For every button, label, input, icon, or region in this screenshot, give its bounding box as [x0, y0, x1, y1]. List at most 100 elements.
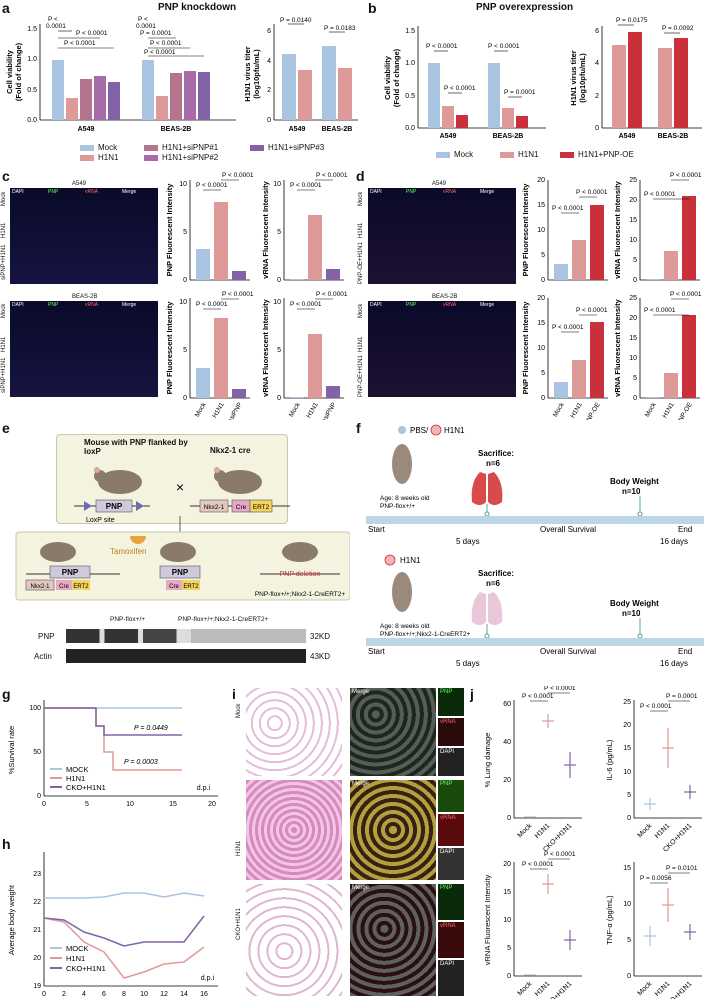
svg-text:d.p.i: d.p.i [201, 975, 215, 982]
svg-text:0: 0 [507, 973, 511, 980]
svg-text:15: 15 [537, 320, 545, 327]
svg-text:Sacrifice:: Sacrifice: [478, 569, 514, 578]
svg-text:0: 0 [183, 277, 187, 284]
svg-text:0.5: 0.5 [405, 93, 415, 100]
svg-text:P < 0.0001: P < 0.0001 [670, 172, 702, 179]
svg-text:H1N1: H1N1 [534, 980, 552, 998]
panel-label-a: a [2, 0, 10, 16]
tamoxifen-icon [130, 536, 146, 544]
svg-text:0.0: 0.0 [405, 125, 415, 132]
svg-text:P = 0.0056: P = 0.0056 [640, 875, 672, 882]
fluor-mock [350, 688, 436, 776]
panel-a-title: PNP knockdown [158, 2, 237, 13]
svg-text:0.0001: 0.0001 [136, 23, 156, 30]
svg-text:0: 0 [633, 395, 637, 402]
e-mouse1-label: Mouse with PNP flanked by loxP [84, 438, 188, 456]
svg-text:20: 20 [503, 777, 511, 784]
svg-text:5: 5 [633, 375, 637, 382]
svg-text:5: 5 [85, 801, 89, 808]
svg-text:P = 0.0001: P = 0.0001 [504, 89, 536, 96]
svg-text:ERT2: ERT2 [73, 584, 89, 590]
pvalues: P <0.0001 P < 0.0001 P < 0.0001 P <0.000… [46, 16, 204, 57]
svg-text:LoxP site: LoxP site [86, 517, 115, 524]
svg-text:4: 4 [595, 60, 599, 67]
svg-text:25: 25 [629, 295, 637, 302]
svg-text:vRNA Fluorescent Intensity: vRNA Fluorescent Intensity [613, 180, 622, 278]
svg-text:PNP-flox+/+: PNP-flox+/+ [380, 503, 415, 510]
svg-text:CKO+H1N1: CKO+H1N1 [66, 964, 106, 973]
e-blot-pnp-label: PNP [38, 632, 55, 641]
svg-text:H1N1: H1N1 [66, 954, 85, 963]
svg-text:P < 0.0001: P < 0.0001 [76, 30, 108, 37]
svg-text:MOCK: MOCK [66, 765, 89, 774]
svg-text:0: 0 [507, 815, 511, 822]
svg-text:n=6: n=6 [486, 579, 501, 588]
svg-text:P < 0.0001: P < 0.0001 [576, 307, 608, 314]
mouse-icon-4 [160, 542, 196, 562]
svg-text:5: 5 [277, 229, 281, 236]
row-mock: Mock [1, 191, 7, 206]
svg-text:P < 0.0001: P < 0.0001 [640, 703, 672, 710]
panel-h-weight-chart: 19 20 21 22 23 0 2 4 6 8 10 12 14 16 Average body we… [7, 852, 218, 998]
svg-text:0: 0 [42, 991, 46, 998]
svg-text:PNP Fluorescent Intensity: PNP Fluorescent Intensity [521, 301, 530, 395]
svg-text:Start: Start [368, 647, 386, 656]
svg-text:0: 0 [627, 973, 631, 980]
svg-text:P <: P < [138, 16, 148, 23]
svg-text:vRNA Fluorescent Intensity: vRNA Fluorescent Intensity [261, 298, 270, 396]
mouse-icon-7 [392, 572, 412, 612]
svg-text:P = 0.0001: P = 0.0001 [666, 693, 698, 700]
panel-label-g: g [2, 686, 11, 702]
svg-text:1.0: 1.0 [405, 60, 415, 67]
svg-text:10: 10 [623, 769, 631, 776]
row-h1n1-2: H1N1 [1, 336, 7, 352]
svg-text:6: 6 [102, 991, 106, 998]
svg-text:5: 5 [633, 257, 637, 264]
cell-label-beas: BEAS-2B [72, 294, 98, 300]
cell-label-beas-d: BEAS-2B [432, 294, 458, 300]
svg-text:0: 0 [277, 395, 281, 402]
svg-text:Age: 8 weeks old: Age: 8 weeks old [380, 495, 430, 502]
svg-text:ERT2: ERT2 [183, 584, 199, 590]
he-stain-h1n1 [246, 780, 342, 880]
panel-b-titer-chart: 0 2 4 6 H1N1 virus titer (log10pfu/mL) A549… [569, 17, 702, 140]
svg-text:10: 10 [126, 801, 134, 808]
svg-text:25: 25 [629, 177, 637, 184]
svg-text:CKO+H1N1: CKO+H1N1 [66, 783, 106, 792]
svg-text:2: 2 [595, 93, 599, 100]
svg-text:BEAS-2B: BEAS-2B [493, 133, 524, 140]
mouse-icon-3 [40, 542, 76, 562]
svg-text:P < 0.0001: P < 0.0001 [488, 43, 520, 50]
svg-text:P < 0.0001: P < 0.0001 [150, 40, 182, 47]
bar [66, 98, 78, 120]
svg-text:A549: A549 [289, 126, 306, 133]
e-blot-actin-label: Actin [34, 652, 52, 661]
panel-b-viability-chart: 0.0 0.5 1.0 1.5 Cell viability (Fold of cha… [383, 26, 546, 140]
mouse-icon-1 [94, 467, 142, 494]
svg-text:100: 100 [29, 705, 41, 712]
panel-label-c: c [2, 168, 10, 184]
svg-text:20: 20 [629, 197, 637, 204]
svg-text:%Survival rate: %Survival rate [7, 726, 16, 774]
svg-text:P < 0.0001: P < 0.0001 [64, 40, 96, 47]
row-si-2: siPNP+H1N1 [1, 357, 7, 393]
svg-text:16 days: 16 days [660, 659, 688, 668]
svg-text:H1N1: H1N1 [534, 822, 552, 840]
svg-text:PNP-flox+/+;Nkx2-1-CreERT2+: PNP-flox+/+;Nkx2-1-CreERT2+ [380, 631, 471, 638]
svg-text:(Fold of change): (Fold of change) [392, 48, 401, 107]
svg-text:H1N1 virus titer: H1N1 virus titer [243, 46, 252, 102]
svg-text:0.0001: 0.0001 [46, 23, 66, 30]
svg-text:5 days: 5 days [456, 537, 480, 546]
svg-text:14: 14 [180, 991, 188, 998]
svg-text:20: 20 [623, 722, 631, 729]
svg-text:0: 0 [541, 277, 545, 284]
bar [94, 76, 106, 120]
svg-text:Cre: Cre [236, 504, 247, 511]
svg-text:0: 0 [541, 395, 545, 402]
svg-text:PNP-flox+/+;Nkx2-1-CreERT2+: PNP-flox+/+;Nkx2-1-CreERT2+ [255, 591, 346, 598]
svg-text:15: 15 [623, 865, 631, 872]
panel-a-titer-chart: 0 2 4 6 H1N1 virus titer (log10pfu/mL) A549… [243, 17, 358, 133]
svg-text:Mock: Mock [517, 980, 534, 997]
svg-text:TNF-α (pg/mL): TNF-α (pg/mL) [605, 895, 614, 945]
